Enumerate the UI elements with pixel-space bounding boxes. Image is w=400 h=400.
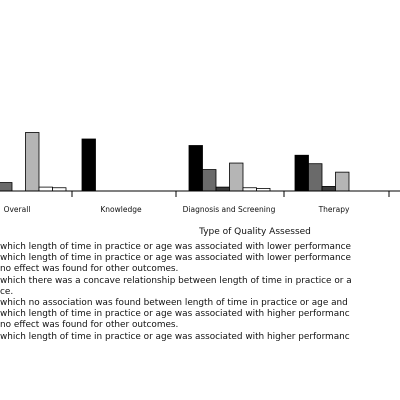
x-tick-label-overall: Overall bbox=[4, 205, 31, 214]
x-axis-title: Type of Quality Assessed bbox=[198, 227, 311, 237]
note-line: no effect was found for other outcomes. bbox=[0, 320, 179, 331]
bar-layer bbox=[0, 132, 350, 192]
bar-therapy-series-2 bbox=[308, 163, 323, 192]
bar-therapy-series-3 bbox=[321, 186, 336, 192]
x-tick-label-diagnosis-and-screening: Diagnosis and Screening bbox=[183, 205, 276, 214]
bar-diagnosis-and-screening-series-2 bbox=[202, 169, 217, 192]
note-line: which no association was found between l… bbox=[0, 298, 348, 309]
x-tick-label-knowledge: Knowledge bbox=[100, 205, 142, 214]
bar-therapy-series-1 bbox=[294, 154, 309, 192]
bar-overall-series-2 bbox=[0, 182, 13, 192]
bar-knowledge-series-1 bbox=[81, 138, 96, 192]
note-line: no effect was found for other outcomes. bbox=[0, 264, 179, 275]
bar-overall-series-5 bbox=[38, 186, 53, 192]
legend-notes: which length of time in practice or age … bbox=[0, 242, 400, 343]
bar-diagnosis-and-screening-series-4 bbox=[229, 162, 244, 192]
bar-therapy-series-4 bbox=[335, 171, 350, 192]
x-tick-label-therapy: Therapy bbox=[318, 205, 350, 214]
note-line: which length of time in practice or age … bbox=[0, 242, 351, 252]
bar-diagnosis-and-screening-series-3 bbox=[215, 186, 230, 192]
note-line: which length of time in practice or age … bbox=[0, 253, 351, 264]
chart: Overall Knowledge Diagnosis and Screenin… bbox=[0, 132, 400, 237]
bar-diagnosis-and-screening-series-1 bbox=[188, 145, 203, 192]
note-line: which length of time in practice or age … bbox=[0, 331, 350, 342]
note-line: ce. bbox=[0, 286, 14, 297]
note-line: which length of time in practice or age … bbox=[0, 309, 350, 320]
bar-overall-series-4 bbox=[25, 132, 40, 192]
note-line: which there was a concave relationship b… bbox=[0, 275, 352, 286]
